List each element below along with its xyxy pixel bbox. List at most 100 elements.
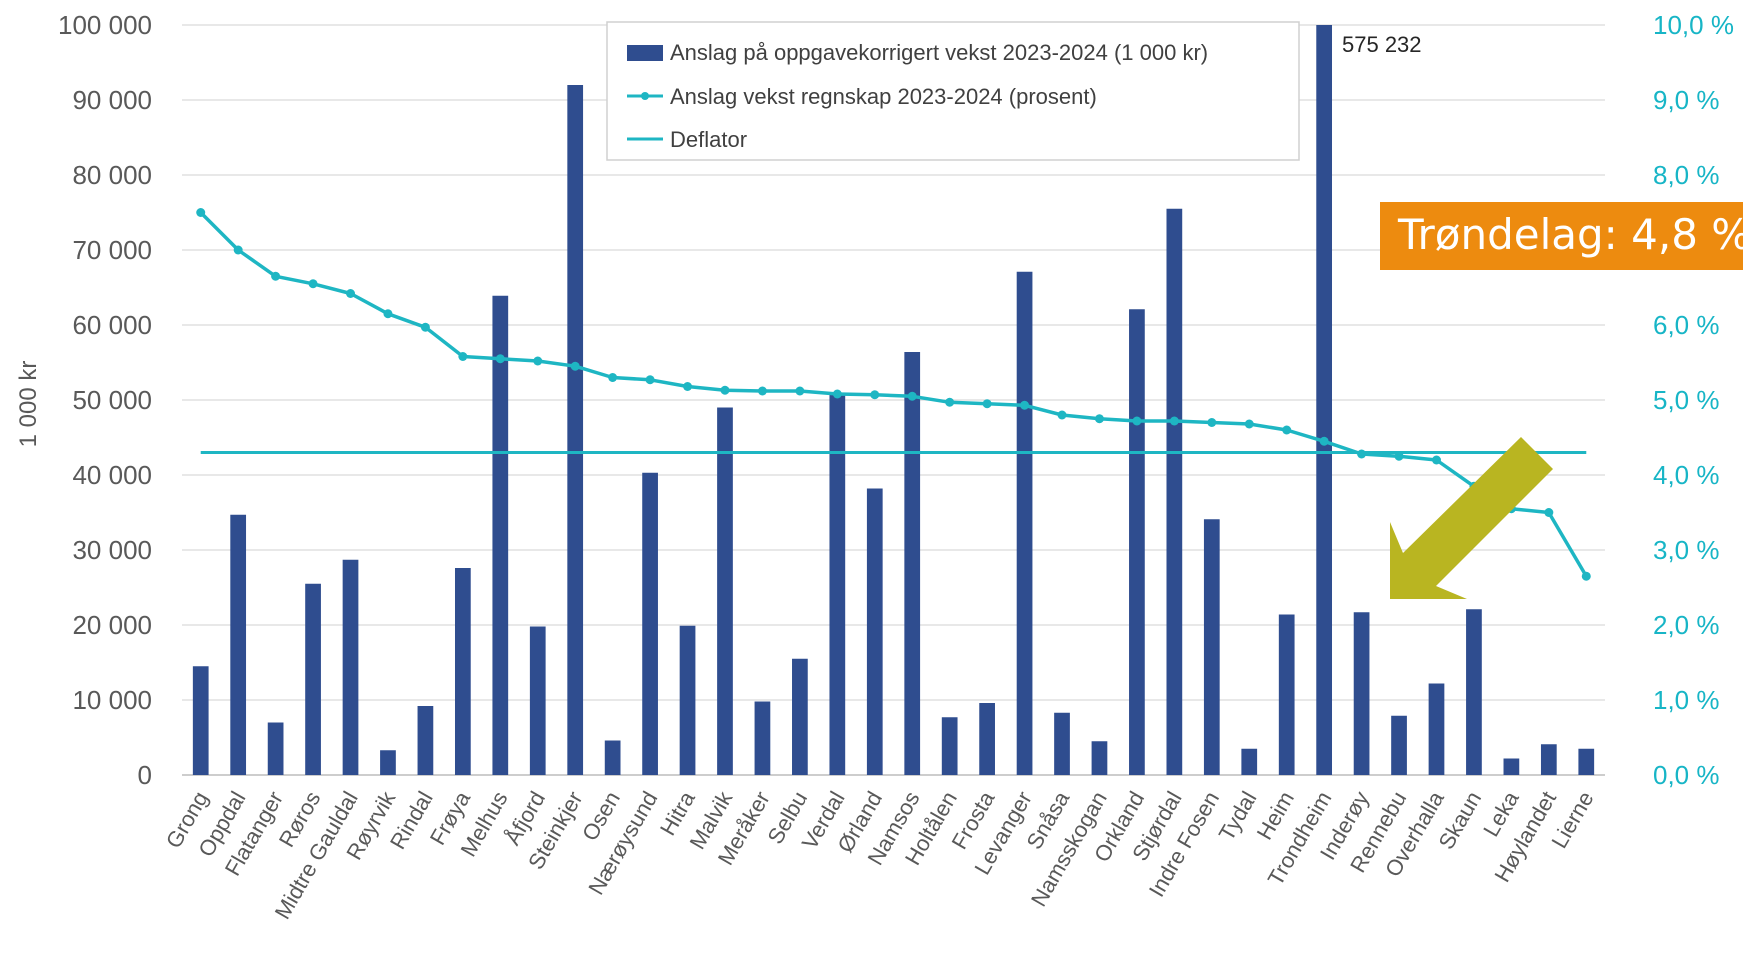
- y-tick-label: 0: [138, 760, 152, 790]
- growth-point: [420, 322, 430, 332]
- bar: [230, 514, 247, 775]
- bar: [792, 658, 808, 775]
- bar: [342, 559, 359, 775]
- growth-point: [383, 309, 393, 319]
- bar: [1278, 614, 1295, 775]
- growth-point: [945, 397, 955, 407]
- y-tick-label: 90 000: [72, 85, 152, 115]
- bar: [941, 717, 958, 775]
- y-tick-label: 50 000: [72, 385, 152, 415]
- growth-point: [907, 391, 917, 401]
- growth-point: [1431, 455, 1441, 465]
- y-tick-label: 40 000: [72, 460, 152, 490]
- y2-tick-label: 5,0 %: [1653, 385, 1720, 415]
- arrow-down-left-icon: [1390, 437, 1553, 599]
- bar: [1129, 309, 1145, 775]
- y-tick-label: 70 000: [72, 235, 152, 265]
- growth-point: [196, 208, 206, 217]
- growth-point: [458, 352, 468, 361]
- growth-point: [308, 279, 318, 289]
- bar: [529, 626, 546, 775]
- legend: Anslag på oppgavekorrigert vekst 2023-20…: [606, 21, 1300, 161]
- bar-layer: [192, 25, 1595, 775]
- legend-swatch-growth-marker: [641, 92, 649, 100]
- bar: [267, 722, 284, 775]
- bar-data-label: 575 232: [1342, 32, 1422, 57]
- bar: [305, 583, 321, 775]
- growth-point: [1581, 571, 1591, 581]
- growth-line: [199, 211, 1588, 578]
- bar: [192, 666, 209, 775]
- y-tick-label: 30 000: [72, 535, 152, 565]
- bar: [1540, 744, 1557, 775]
- bar: [1091, 741, 1108, 775]
- growth-point: [683, 382, 693, 391]
- y2-tick-label: 8,0 %: [1653, 160, 1720, 190]
- arrow-annotation: [1390, 437, 1553, 599]
- bar: [866, 488, 883, 775]
- growth-point: [570, 361, 580, 371]
- growth-point: [832, 389, 842, 399]
- bar: [1241, 748, 1258, 775]
- growth-point: [1544, 508, 1554, 517]
- bar: [604, 740, 621, 775]
- legend-box: [606, 21, 1300, 161]
- bar: [1428, 683, 1445, 775]
- growth-point: [1244, 419, 1254, 429]
- growth-point: [271, 271, 281, 281]
- y2-tick-label: 9,0 %: [1653, 85, 1720, 115]
- bar: [1203, 519, 1220, 775]
- y-tick-label: 100 000: [58, 10, 152, 40]
- bar: [1391, 715, 1407, 775]
- y-axis-title: 1 000 kr: [15, 361, 42, 448]
- bar: [567, 85, 584, 775]
- bar: [679, 625, 696, 775]
- y-tick-label: 20 000: [72, 610, 152, 640]
- y2-tick-label: 10,0 %: [1653, 10, 1734, 40]
- y2-tick-label: 3,0 %: [1653, 535, 1720, 565]
- growth-point: [795, 386, 805, 396]
- growth-point: [645, 375, 655, 385]
- legend-swatch-bars: [627, 45, 663, 61]
- growth-point: [233, 245, 243, 255]
- y-tick-label: 60 000: [72, 310, 152, 340]
- bar: [979, 703, 995, 775]
- growth-point: [870, 390, 880, 400]
- line-layer: [196, 208, 1591, 581]
- bar: [754, 701, 771, 775]
- growth-point: [1132, 416, 1142, 426]
- growth-point: [1207, 418, 1217, 427]
- growth-point: [720, 385, 730, 395]
- growth-point: [757, 386, 767, 396]
- growth-point: [1282, 425, 1292, 435]
- bar: [1466, 609, 1482, 775]
- bar: [1353, 612, 1370, 775]
- growth-point: [495, 354, 505, 364]
- y-tick-label: 80 000: [72, 160, 152, 190]
- growth-point: [608, 373, 618, 382]
- growth-point: [1169, 416, 1179, 426]
- x-tick-label: Tydal: [1214, 787, 1262, 845]
- region-callout-label: Trøndelag: 4,8 % (: [1398, 210, 1743, 259]
- legend-label-deflator: Deflator: [670, 127, 747, 152]
- y2-tick-label: 4,0 %: [1653, 460, 1720, 490]
- y2-tick-label: 2,0 %: [1653, 610, 1720, 640]
- bar: [1054, 712, 1070, 775]
- region-callout: Trøndelag: 4,8 % (: [1380, 202, 1743, 270]
- bar: [380, 750, 396, 775]
- legend-label-growth: Anslag vekst regnskap 2023-2024 (prosent…: [670, 84, 1097, 109]
- y2-tick-label: 1,0 %: [1653, 685, 1720, 715]
- bar: [454, 568, 471, 775]
- bar: [904, 352, 921, 775]
- growth-point: [1394, 451, 1404, 461]
- bar: [829, 392, 846, 775]
- growth-point: [346, 289, 356, 298]
- growth-point: [1057, 410, 1067, 420]
- bar: [1316, 25, 1333, 775]
- y2-tick-label: 0,0 %: [1653, 760, 1720, 790]
- y2-tick-label: 6,0 %: [1653, 310, 1720, 340]
- growth-point: [982, 399, 992, 409]
- bar: [1578, 748, 1595, 775]
- bar: [417, 706, 434, 775]
